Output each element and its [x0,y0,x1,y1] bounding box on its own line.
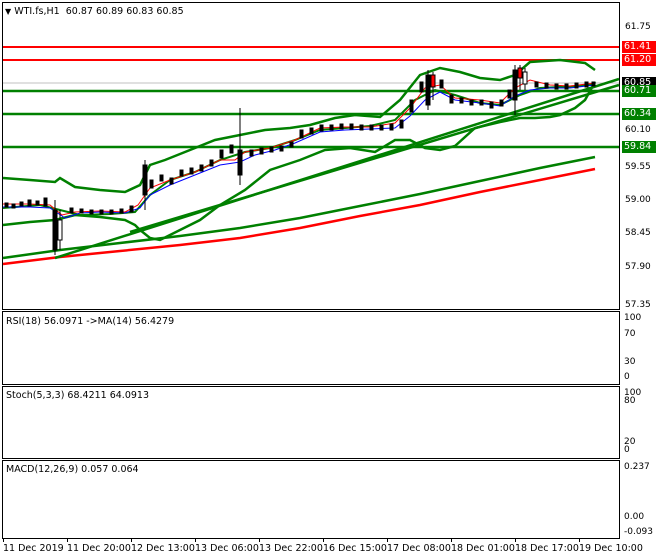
macd-pane[interactable] [2,460,620,539]
ohlc-values: 60.87 60.89 60.83 60.85 [65,6,184,17]
x-label-4: 13 Dec 22:00 [259,543,323,554]
macd-tick-0-00: 0.00 [624,512,645,522]
rsi-tick-70: 70 [624,329,636,339]
x-label-8: 18 Dec 17:00 [515,543,579,554]
rsi-pane[interactable] [2,311,620,385]
x-label-0: 11 Dec 2019 [3,543,64,554]
x-label-1: 11 Dec 20:00 [67,543,131,554]
price-tick-59-00: 59.00 [625,195,651,205]
macd-tick-0-237: 0.237 [624,462,650,472]
x-label-2: 12 Dec 13:00 [131,543,195,554]
chart-title: ▼ WTI.fs,H1 60.87 60.89 60.83 60.85 [5,6,184,17]
support-tag-59-84: 59.84 [622,141,656,153]
resistance-tag-61-20: 61.20 [622,54,656,66]
triangle-down-icon[interactable]: ▼ [5,7,12,16]
stoch-tick-0: 0 [624,445,630,455]
macd-tick-neg-0-093: -0.093 [624,527,654,537]
rsi-tick-100: 100 [624,313,642,323]
price-tick-58-45: 58.45 [625,228,651,238]
rsi-title: RSI(18) 56.0971 ->MA(14) 56.4279 [6,316,175,327]
stoch-tick-20: 20 [624,437,636,447]
x-label-3: 13 Dec 06:00 [195,543,259,554]
resistance-tag-61-41: 61.41 [622,41,656,53]
x-label-5: 16 Dec 15:00 [323,543,387,554]
support-tag-60-34: 60.34 [622,108,656,120]
price-tick-59-55: 59.55 [625,162,651,172]
x-label-9: 19 Dec 10:00 [579,543,643,554]
price-tick-57-35: 57.35 [625,300,651,310]
macd-title: MACD(12,26,9) 0.057 0.064 [6,464,139,475]
price-tick-60-10: 60.10 [625,125,651,135]
stoch-title: Stoch(5,3,3) 68.4211 64.0913 [6,390,150,401]
rsi-tick-0: 0 [624,372,630,382]
price-tick-57-90: 57.90 [625,262,651,272]
stochastic-pane[interactable] [2,386,620,459]
price-tick-61-75: 61.75 [625,22,651,32]
support-tag-60-71: 60.71 [622,85,656,97]
stoch-tick-80: 80 [624,396,636,406]
x-label-7: 18 Dec 01:00 [451,543,515,554]
symbol-label: WTI.fs,H1 [14,6,60,17]
rsi-tick-30: 30 [624,357,636,367]
stoch-tick-100: 100 [624,388,642,398]
x-label-6: 17 Dec 08:00 [387,543,451,554]
